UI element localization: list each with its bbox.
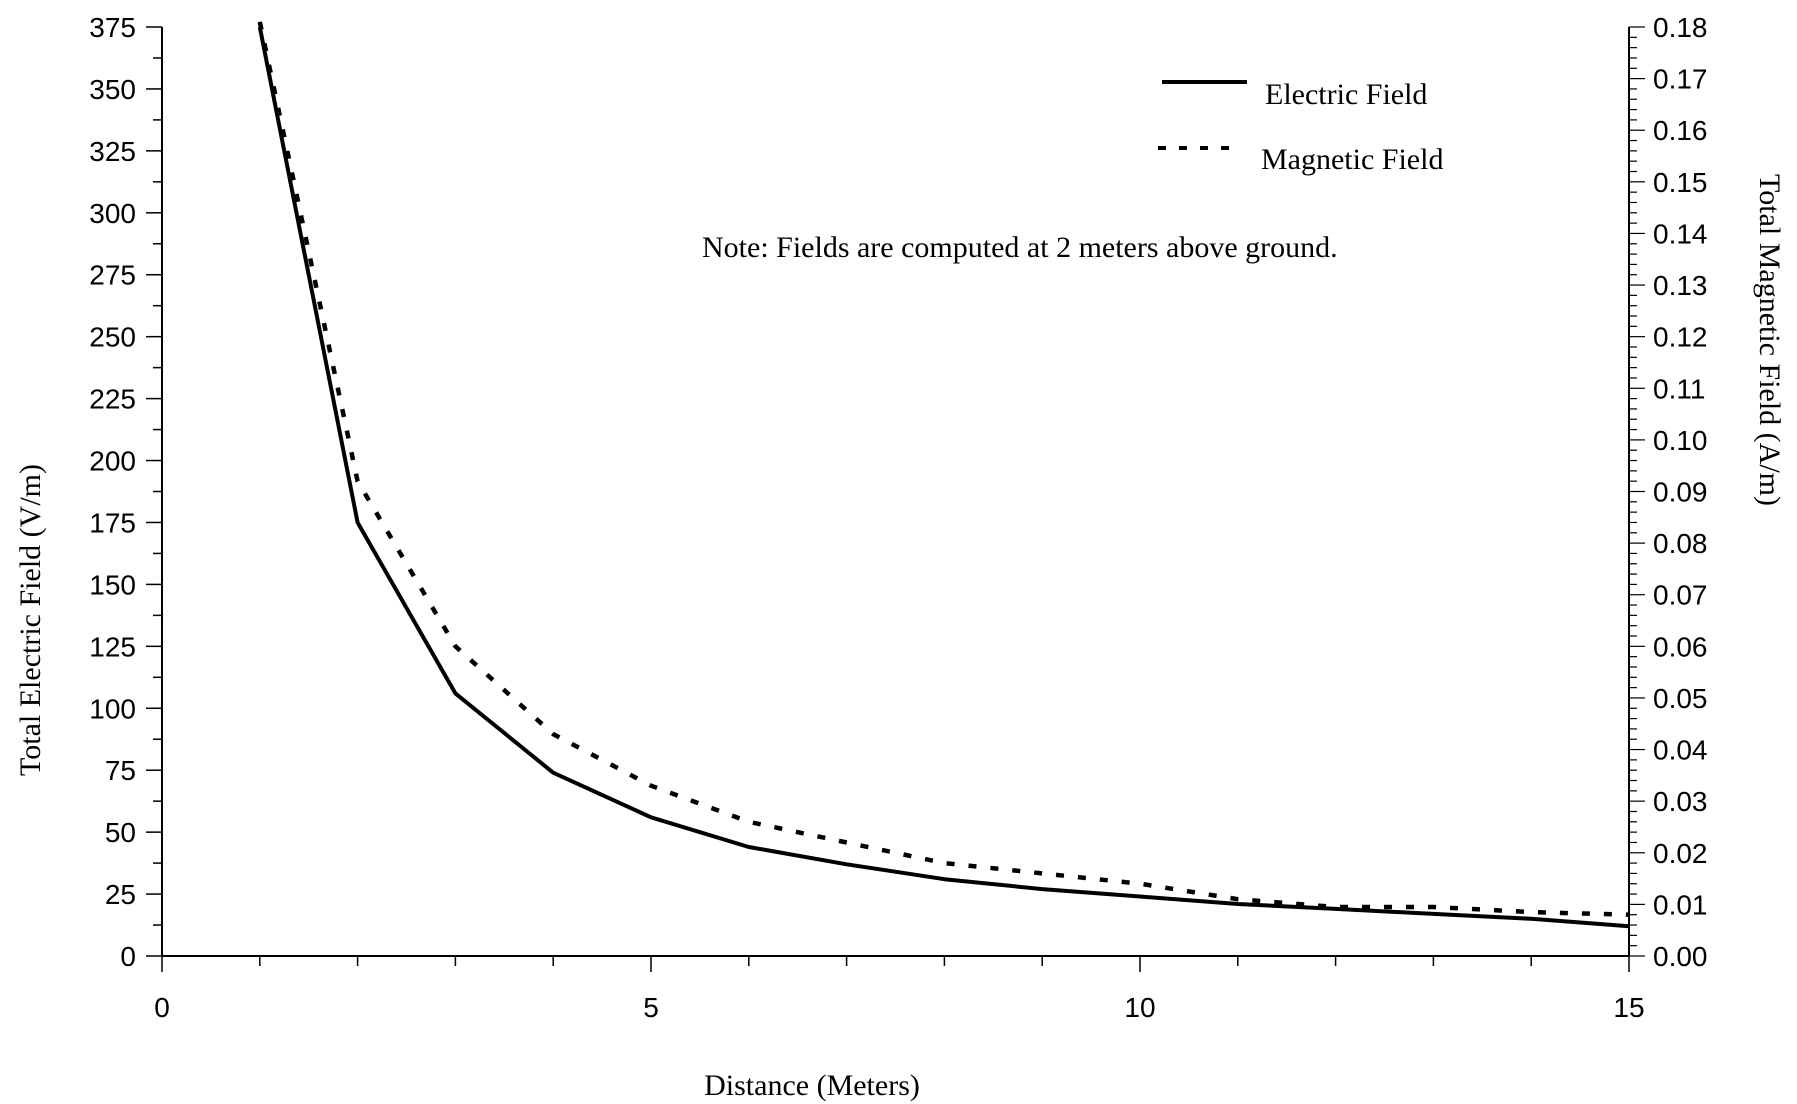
y2-axis-title: Total Magnetic Field (A/m) xyxy=(1753,174,1786,506)
y2-tick-label: 0.05 xyxy=(1653,683,1708,714)
y-axis-title: Total Electric Field (V/m) xyxy=(14,464,47,776)
y-tick-label: 0 xyxy=(120,941,136,972)
y2-tick-label: 0.00 xyxy=(1653,941,1708,972)
y2-tick-label: 0.08 xyxy=(1653,528,1708,559)
y2-tick-label: 0.11 xyxy=(1653,373,1705,404)
tick-labels: 0255075100125150175200225250275300325350… xyxy=(89,12,1707,1023)
x-tick-label: 0 xyxy=(154,992,170,1023)
electric-field-line xyxy=(257,26,1630,929)
y-tick-label: 350 xyxy=(89,74,136,105)
y2-tick-label: 0.18 xyxy=(1653,12,1708,43)
y2-tick-label: 0.04 xyxy=(1653,735,1708,766)
y2-tick-label: 0.09 xyxy=(1653,477,1708,508)
legend-label-electric: Electric Field xyxy=(1265,78,1427,111)
y2-tick-label: 0.02 xyxy=(1653,838,1708,869)
y2-tick-label: 0.13 xyxy=(1653,270,1708,301)
y-tick-label: 300 xyxy=(89,198,136,229)
series-lines xyxy=(257,21,1630,929)
y2-tick-label: 0.01 xyxy=(1653,889,1708,920)
y2-tick-label: 0.10 xyxy=(1653,425,1708,456)
y-tick-label: 275 xyxy=(89,260,136,291)
y2-tick-label: 0.06 xyxy=(1653,631,1708,662)
y2-tick-label: 0.16 xyxy=(1653,115,1708,146)
x-tick-label: 10 xyxy=(1124,992,1155,1023)
y-tick-label: 200 xyxy=(89,446,136,477)
tick-marks xyxy=(146,26,1645,972)
y2-tick-label: 0.12 xyxy=(1653,322,1708,353)
x-tick-label: 5 xyxy=(643,992,659,1023)
x-tick-label: 15 xyxy=(1613,992,1644,1023)
y-tick-label: 225 xyxy=(89,384,136,415)
x-axis-title: Distance (Meters) xyxy=(704,1069,920,1102)
y-tick-label: 175 xyxy=(89,507,136,538)
y-tick-label: 250 xyxy=(89,322,136,353)
magnetic-field-line xyxy=(257,21,1630,917)
legend: Electric Field Magnetic Field xyxy=(1158,78,1443,176)
y-tick-label: 25 xyxy=(105,879,136,910)
y-tick-label: 375 xyxy=(89,12,136,43)
y2-tick-label: 0.14 xyxy=(1653,218,1708,249)
y2-tick-label: 0.03 xyxy=(1653,786,1708,817)
y-tick-label: 50 xyxy=(105,817,136,848)
y2-tick-label: 0.15 xyxy=(1653,167,1708,198)
y-tick-label: 125 xyxy=(89,631,136,662)
y-tick-label: 75 xyxy=(105,755,136,786)
y-tick-label: 150 xyxy=(89,569,136,600)
y2-tick-label: 0.07 xyxy=(1653,580,1708,611)
chart-note: Note: Fields are computed at 2 meters ab… xyxy=(702,231,1338,264)
legend-label-magnetic: Magnetic Field xyxy=(1261,143,1443,176)
y-tick-label: 100 xyxy=(89,693,136,724)
y2-tick-label: 0.17 xyxy=(1653,64,1708,95)
y-tick-label: 325 xyxy=(89,136,136,167)
